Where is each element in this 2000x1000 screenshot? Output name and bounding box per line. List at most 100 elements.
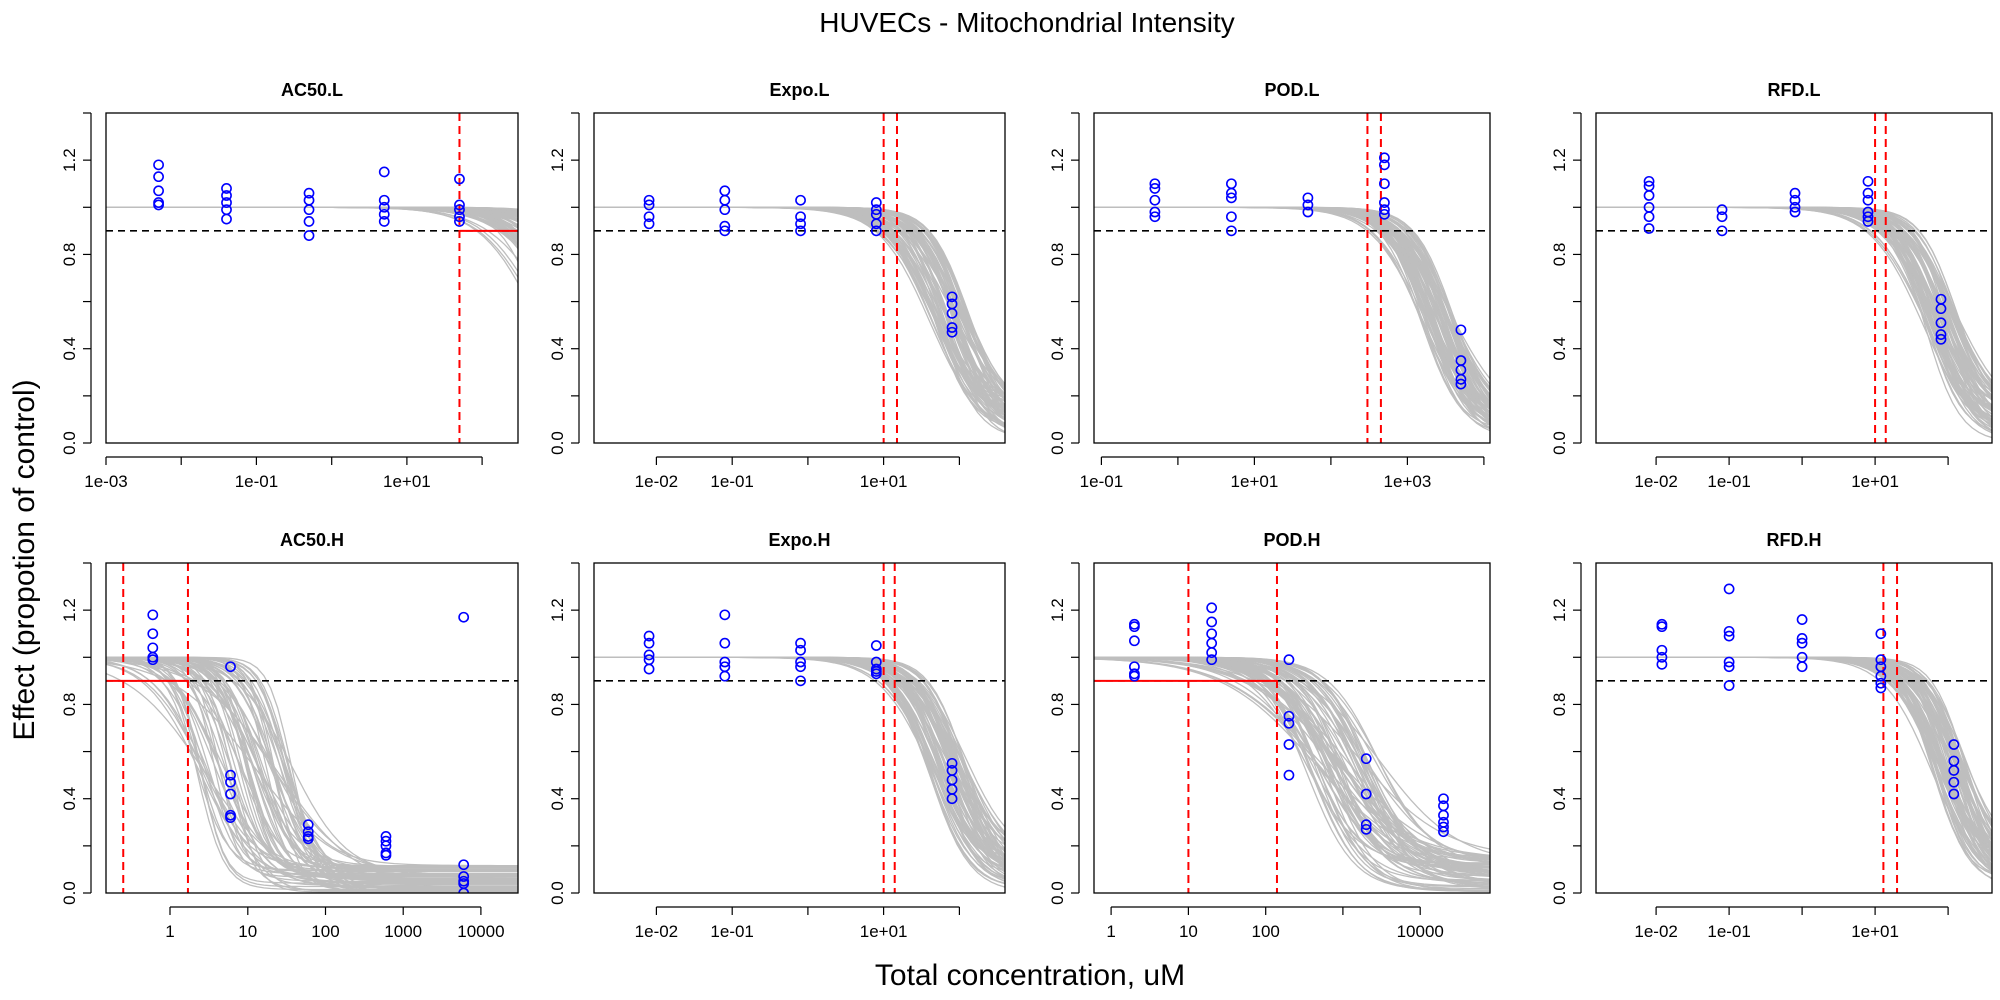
data-point — [225, 812, 236, 823]
data-point — [153, 159, 164, 171]
panel-ac50-l: AC50.L 0.0 0.4 0.8 1.2 1e-03 1e-01 1e+01 — [60, 80, 519, 491]
data-point — [1875, 670, 1887, 682]
fit-curve — [594, 656, 1005, 873]
fit-curve — [1094, 656, 1490, 866]
y-tick-label: 1.2 — [548, 598, 567, 622]
y-tick-label: 1.2 — [1550, 598, 1569, 622]
x-tick-label: 1e+01 — [1231, 472, 1279, 491]
data-point — [1875, 677, 1887, 689]
y-tick-label: 0.4 — [1550, 787, 1569, 811]
data-point — [643, 630, 655, 642]
panels-grid: AC50.L 0.0 0.4 0.8 1.2 1e-03 1e-01 1e+01 Expo.L 0… — [60, 80, 1993, 941]
data-point — [795, 218, 806, 230]
data-point — [1225, 225, 1237, 237]
fit-curve — [106, 206, 518, 262]
x-tick-label: 1 — [165, 922, 174, 941]
data-point — [719, 194, 731, 206]
data-point — [870, 197, 882, 208]
data-point — [1723, 661, 1735, 673]
data-point — [1129, 670, 1140, 682]
data-point — [454, 204, 465, 216]
data-point — [643, 663, 655, 675]
data-point — [458, 887, 470, 893]
data-point — [946, 307, 958, 319]
data-point — [643, 211, 655, 223]
data-point — [454, 173, 465, 185]
data-point — [1360, 819, 1372, 831]
data-point — [1948, 788, 1960, 800]
data-point — [153, 199, 164, 211]
x-axis-title: Total concentration, uM — [875, 959, 1185, 992]
y-tick-label: 0.0 — [1550, 431, 1569, 455]
fit-curve — [594, 206, 1005, 389]
panel-title: POD.L — [1264, 80, 1319, 100]
plot-frame — [593, 112, 1006, 444]
y-tick-label: 0.8 — [1048, 243, 1067, 267]
data-point — [1379, 208, 1390, 220]
data-point — [225, 776, 236, 788]
plot-frame — [1595, 562, 1993, 894]
data-point — [946, 326, 958, 338]
data-point — [719, 637, 731, 649]
data-point — [719, 185, 731, 197]
fit-curve — [106, 206, 518, 211]
fit-curve — [1596, 206, 1992, 420]
data-point — [1206, 647, 1218, 658]
data-point — [1656, 621, 1668, 633]
fit-curve — [106, 661, 518, 871]
panel-title: Expo.L — [769, 80, 829, 100]
fit-curve — [1094, 656, 1490, 868]
plot-frame — [105, 562, 519, 894]
y-axis-title: Effect (propotion of control) — [8, 379, 41, 740]
panel-title: AC50.L — [281, 80, 343, 100]
data-point — [1149, 178, 1161, 190]
data-point — [1302, 192, 1314, 204]
data-point — [454, 199, 465, 211]
data-point — [153, 171, 164, 183]
data-point — [870, 204, 882, 216]
data-point — [378, 201, 390, 213]
y-tick-label: 0.0 — [60, 431, 79, 455]
data-point — [147, 642, 159, 654]
data-point — [795, 656, 806, 668]
y-tick-label: 0.0 — [1048, 881, 1067, 905]
x-tick-label: 1e+03 — [1384, 472, 1432, 491]
data-point — [458, 611, 470, 623]
x-tick-label: 1e-01 — [1707, 472, 1750, 491]
data-point — [1935, 317, 1947, 329]
y-tick-label: 0.4 — [1048, 787, 1067, 811]
x-tick-label: 1e-01 — [1707, 922, 1750, 941]
data-point — [1716, 211, 1728, 223]
fit-curve — [1596, 206, 1992, 401]
data-point — [225, 769, 236, 781]
data-point — [1789, 194, 1801, 206]
y-tick-label: 0.8 — [1550, 693, 1569, 717]
fit-curve — [594, 206, 1005, 408]
x-tick-label: 10 — [1179, 922, 1198, 941]
data-point — [1948, 765, 1960, 776]
data-point — [795, 211, 806, 223]
data-point — [795, 225, 806, 237]
x-tick-label: 1e-02 — [1634, 472, 1677, 491]
x-tick-label: 1e-01 — [710, 472, 753, 491]
data-point — [719, 670, 731, 682]
data-point — [1206, 628, 1218, 640]
panel-title: AC50.H — [280, 530, 344, 550]
x-tick-label: 1e+01 — [1851, 922, 1899, 941]
y-tick-label: 0.4 — [1048, 337, 1067, 361]
panel-expo-l: Expo.L 0.0 0.4 0.8 1.2 1e-02 1e-01 1e+01 — [548, 80, 1006, 491]
plot-frame — [1595, 112, 1993, 444]
data-point — [1283, 717, 1295, 729]
data-point — [643, 199, 655, 211]
plot-frame — [1093, 112, 1491, 444]
data-point — [1723, 680, 1735, 691]
data-point — [1948, 739, 1960, 750]
y-tick-label: 1.2 — [60, 598, 79, 622]
x-tick-label: 100 — [311, 922, 339, 941]
data-point — [719, 225, 731, 237]
x-tick-label: 1e-03 — [84, 472, 127, 491]
y-tick-label: 0.8 — [548, 693, 567, 717]
data-point — [1438, 826, 1449, 838]
y-tick-label: 0.8 — [1550, 243, 1569, 267]
fit-curve — [1094, 656, 1490, 861]
